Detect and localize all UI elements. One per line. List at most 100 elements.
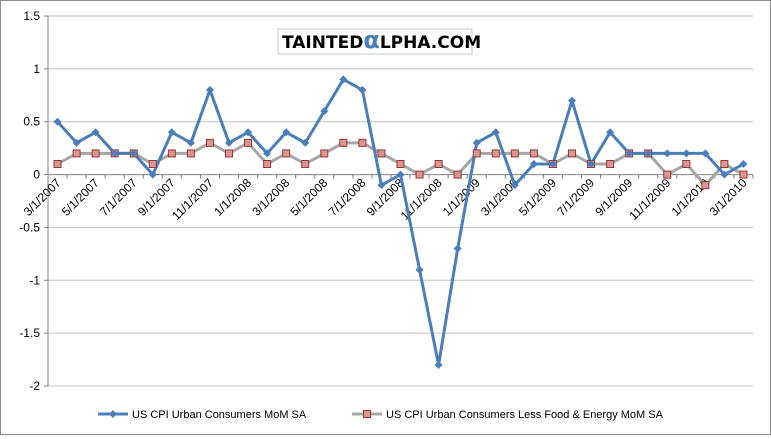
data-point-cpi — [244, 128, 253, 137]
data-point-cpi — [225, 138, 234, 147]
data-point-cpi — [587, 160, 596, 168]
data-point-core — [529, 149, 538, 158]
data-point-core — [453, 170, 462, 179]
data-point-core — [567, 149, 576, 158]
data-point-cpi — [129, 149, 138, 158]
data-point-core — [205, 138, 214, 147]
data-point-cpi — [282, 128, 291, 137]
y-tick-label: 1 — [33, 62, 40, 76]
x-tick-label: 7/1/2007 — [97, 176, 140, 219]
data-point-core — [720, 160, 729, 168]
data-point-cpi — [91, 128, 100, 137]
data-point-core — [282, 149, 291, 158]
data-point-cpi — [739, 160, 748, 168]
data-point-cpi — [339, 75, 348, 84]
x-tick-label: 7/1/2008 — [326, 176, 369, 219]
data-point-cpi — [720, 170, 729, 179]
data-point-core — [434, 160, 443, 168]
data-point-cpi — [701, 149, 710, 158]
data-point-cpi — [644, 149, 653, 158]
x-tick-label: 3/1/2010 — [707, 176, 750, 219]
watermark-left: TAINTED — [282, 33, 363, 53]
data-point-core — [186, 149, 195, 158]
y-tick-label: -1 — [29, 273, 40, 287]
data-point-cpi — [625, 149, 634, 158]
x-tick-label: 5/1/2008 — [287, 176, 330, 219]
data-point-cpi — [110, 149, 119, 158]
data-point-cpi — [510, 181, 519, 190]
data-point-core — [415, 170, 424, 179]
gridlines — [48, 15, 753, 387]
legend-item-cpi: US CPI Urban Consumers MoM SA — [98, 409, 307, 421]
legend-marker-cpi — [109, 410, 117, 418]
watermark-right: LPHA.COM — [380, 33, 481, 53]
data-point-core — [701, 181, 710, 190]
data-point-core — [339, 138, 348, 147]
x-tick-label: 3/1/2007 — [21, 176, 64, 219]
y-tick-labels: 1.5 1 0.5 0 -0.5 -1 -1.5 -2 — [19, 9, 40, 393]
legend-marker-core — [363, 410, 371, 418]
data-point-cpi — [491, 128, 500, 137]
series-markers — [53, 75, 748, 369]
data-point-cpi — [415, 265, 424, 274]
data-point-cpi — [148, 170, 157, 179]
data-point-cpi — [529, 160, 538, 168]
data-point-core — [472, 149, 481, 158]
y-tick-label: 1.5 — [23, 9, 40, 23]
data-point-cpi — [186, 138, 195, 147]
x-tick-label: 1/1/2009 — [440, 176, 483, 219]
data-point-core — [510, 149, 519, 158]
x-tick-label: 11/1/2009 — [626, 176, 673, 223]
data-point-cpi — [53, 117, 62, 126]
x-tick-label: 3/1/2008 — [249, 176, 292, 219]
data-point-cpi — [358, 86, 367, 94]
legend: US CPI Urban Consumers MoM SA US CPI Urb… — [98, 409, 664, 421]
y-tick-label: -2 — [29, 379, 40, 393]
x-tick-label: 1/1/2008 — [211, 176, 254, 219]
data-point-core — [301, 160, 310, 168]
data-point-core — [491, 149, 500, 158]
legend-label-cpi: US CPI Urban Consumers MoM SA — [132, 409, 307, 421]
data-point-core — [244, 138, 253, 147]
data-point-cpi — [453, 244, 462, 253]
data-point-cpi — [548, 160, 557, 168]
data-point-core — [91, 149, 100, 158]
data-point-core — [320, 149, 329, 158]
x-tick-label: 5/1/2007 — [59, 176, 102, 219]
x-tick-label: 11/1/2007 — [169, 176, 216, 223]
watermark-box — [277, 28, 473, 55]
data-point-cpi — [606, 128, 615, 137]
y-tick-label: -1.5 — [19, 326, 40, 340]
y-tick-label: 0.5 — [23, 115, 40, 129]
data-point-core — [53, 160, 62, 168]
data-point-cpi — [472, 138, 481, 147]
data-point-cpi — [663, 149, 672, 158]
series-lines — [56, 77, 745, 367]
data-point-core — [377, 149, 386, 158]
data-point-cpi — [320, 107, 329, 116]
data-point-core — [225, 149, 234, 158]
data-point-core — [148, 160, 157, 168]
watermark-alpha: α — [363, 26, 380, 54]
watermark-logo: TAINTEDαLPHA.COM — [277, 26, 481, 55]
legend-label-core: US CPI Urban Consumers Less Food & Energ… — [386, 409, 664, 421]
data-point-core — [663, 170, 672, 179]
data-point-cpi — [301, 138, 310, 147]
data-point-cpi — [682, 149, 691, 158]
data-point-core — [263, 160, 272, 168]
data-point-cpi — [72, 138, 81, 147]
data-point-core — [606, 160, 615, 168]
data-point-cpi — [167, 128, 176, 137]
data-point-core — [167, 149, 176, 158]
data-point-cpi — [377, 181, 386, 190]
data-point-core — [358, 138, 367, 147]
watermark-text: TAINTEDαLPHA.COM — [282, 26, 481, 54]
y-tick-label: 0 — [33, 168, 40, 182]
data-point-cpi — [434, 360, 443, 369]
data-point-cpi — [396, 170, 405, 179]
series-line-cpi — [56, 77, 745, 367]
legend-item-core: US CPI Urban Consumers Less Food & Energ… — [352, 409, 664, 421]
x-tick-label: 5/1/2009 — [516, 176, 559, 219]
